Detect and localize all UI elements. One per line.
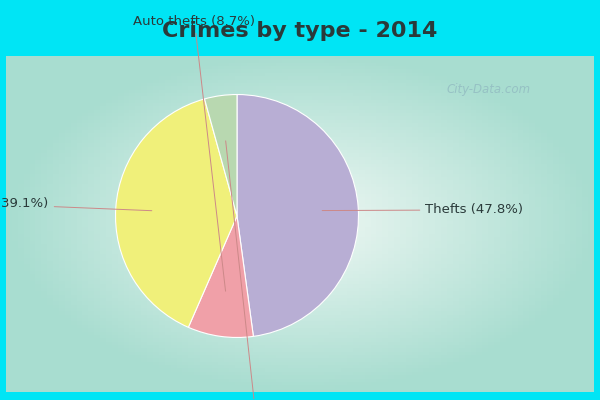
Text: Auto thefts (8.7%): Auto thefts (8.7%) bbox=[133, 15, 256, 291]
Wedge shape bbox=[237, 94, 358, 336]
Text: City-Data.com: City-Data.com bbox=[446, 83, 530, 96]
Text: Burglaries (39.1%): Burglaries (39.1%) bbox=[0, 197, 152, 211]
Text: Crimes by type - 2014: Crimes by type - 2014 bbox=[163, 21, 437, 41]
Wedge shape bbox=[188, 216, 253, 338]
Text: Thefts (47.8%): Thefts (47.8%) bbox=[322, 204, 523, 216]
Wedge shape bbox=[205, 94, 237, 216]
Wedge shape bbox=[116, 99, 237, 327]
Text: Assaults (4.3%): Assaults (4.3%) bbox=[203, 141, 307, 400]
